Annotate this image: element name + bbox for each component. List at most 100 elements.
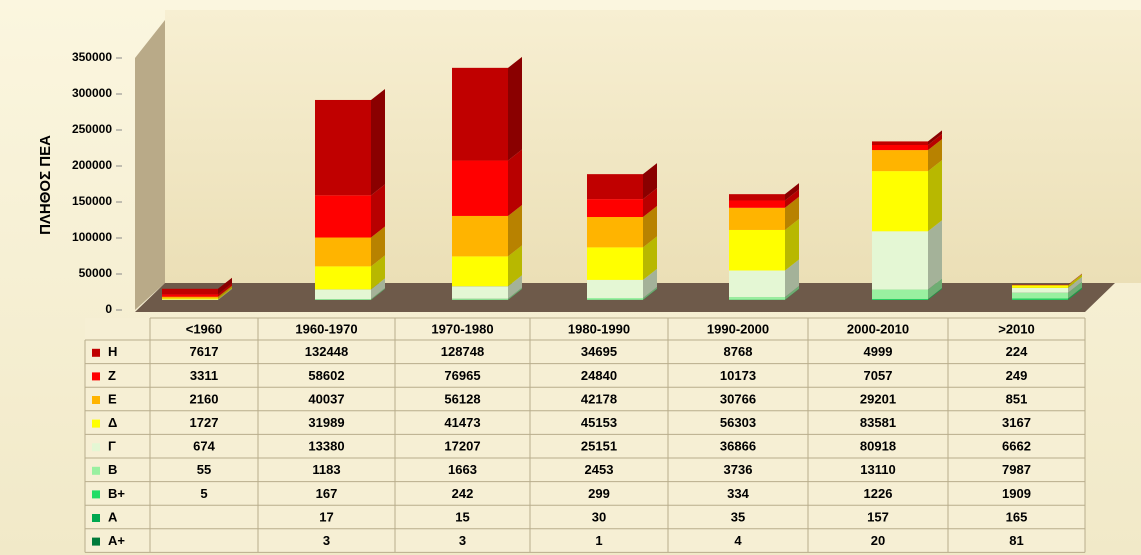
bar-segment [587, 288, 657, 300]
bar-face [452, 215, 508, 257]
table-value: 13380 [308, 439, 344, 454]
bar-face [508, 149, 522, 216]
table-value: 132448 [305, 344, 348, 359]
table-value: 83581 [860, 415, 896, 430]
x-tick-label: <1960 [186, 321, 223, 336]
bar-face [315, 195, 371, 238]
bar-segment [872, 288, 942, 300]
bar-face [508, 288, 522, 300]
table-value: 56303 [720, 415, 756, 430]
bar-face [643, 236, 657, 280]
bar-segment [729, 189, 799, 208]
bar-face [928, 139, 942, 172]
bar-segment [1012, 276, 1082, 293]
bar-face [508, 245, 522, 287]
bar-face [643, 288, 657, 300]
legend-swatch [92, 443, 100, 452]
bar-segment [452, 204, 522, 257]
bar-segment [729, 288, 799, 300]
bar-face [218, 277, 232, 295]
bar-face [1068, 274, 1082, 286]
bar-segment [1012, 288, 1082, 300]
legend-label: Ε [108, 391, 117, 406]
bar-segment [315, 255, 385, 290]
bar-face [1012, 287, 1068, 293]
bar-segment [587, 206, 657, 248]
bar-segment [587, 163, 657, 200]
x-tick-label: 2000-2010 [847, 321, 909, 336]
table-value: 17 [319, 509, 333, 524]
bar-face [729, 194, 785, 201]
bar-segment [315, 288, 385, 300]
bar-face [1012, 285, 1068, 286]
bar-face [928, 220, 942, 290]
bar-face [928, 288, 942, 300]
bar-face [371, 288, 385, 300]
table-value: 3 [323, 533, 330, 548]
bar-segment [452, 288, 522, 300]
bar-face [928, 287, 942, 300]
table-value: 5 [200, 486, 207, 501]
table-value: 4 [734, 533, 742, 548]
table-value: 31989 [308, 415, 344, 430]
bar-face [587, 279, 643, 298]
bar-face [785, 288, 799, 300]
table-value: 30 [592, 509, 606, 524]
bar-face [508, 287, 522, 300]
table-value: 58602 [308, 368, 344, 383]
bar-face [162, 296, 218, 299]
bar-segment [872, 139, 942, 172]
bar-face [371, 88, 385, 196]
table-value: 36866 [720, 439, 756, 454]
table-value: 76965 [444, 368, 480, 383]
table-value: 6662 [1002, 439, 1031, 454]
bar-segment [162, 285, 232, 299]
bar-face [872, 171, 928, 232]
table-value: 45153 [581, 415, 617, 430]
bar-face [1068, 273, 1082, 286]
table-value: 15 [455, 509, 469, 524]
y-tick-label: 50000 [79, 266, 113, 280]
bar-face [928, 134, 942, 151]
legend-label: Ζ [108, 368, 116, 383]
y-tick-label: 100000 [72, 230, 112, 244]
bar-face [785, 288, 799, 300]
bar-segment [587, 188, 657, 218]
y-tick-label: 250000 [72, 122, 112, 136]
table-value: 674 [193, 439, 215, 454]
table-value: 2160 [190, 391, 219, 406]
bar-segment [1012, 281, 1082, 299]
bar-face [785, 189, 799, 208]
bar-segment [729, 288, 799, 300]
bar-face [218, 288, 232, 300]
bar-face [371, 226, 385, 267]
bar-segment [452, 287, 522, 300]
legend-label: Δ [108, 415, 117, 430]
x-tick-label: 1980-1990 [568, 321, 630, 336]
bar-face [729, 229, 785, 271]
bar-face [643, 288, 657, 300]
bar-segment [587, 236, 657, 280]
table-value: 1183 [312, 462, 340, 477]
bar-segment [587, 268, 657, 298]
bar-segment [452, 245, 522, 287]
bar-segment [729, 259, 799, 298]
bar-face [371, 288, 385, 300]
table-value: 34695 [581, 344, 617, 359]
bar-face [872, 141, 928, 146]
bar-segment [452, 288, 522, 300]
table-value: 7057 [864, 368, 893, 383]
bar-face [218, 288, 232, 300]
bar-segment [1012, 288, 1082, 300]
bar-face [371, 288, 385, 300]
table-value: 1226 [864, 486, 893, 501]
bar-face [1012, 298, 1068, 300]
bar-face [452, 286, 508, 299]
table-value: 35 [731, 509, 745, 524]
bar-face [729, 270, 785, 298]
bar-face [371, 255, 385, 290]
y-axis-label: ΠΛΗΘΟΣ ΠΕΑ [37, 135, 54, 235]
bar-face [872, 289, 928, 299]
table-value: 20 [871, 533, 885, 548]
